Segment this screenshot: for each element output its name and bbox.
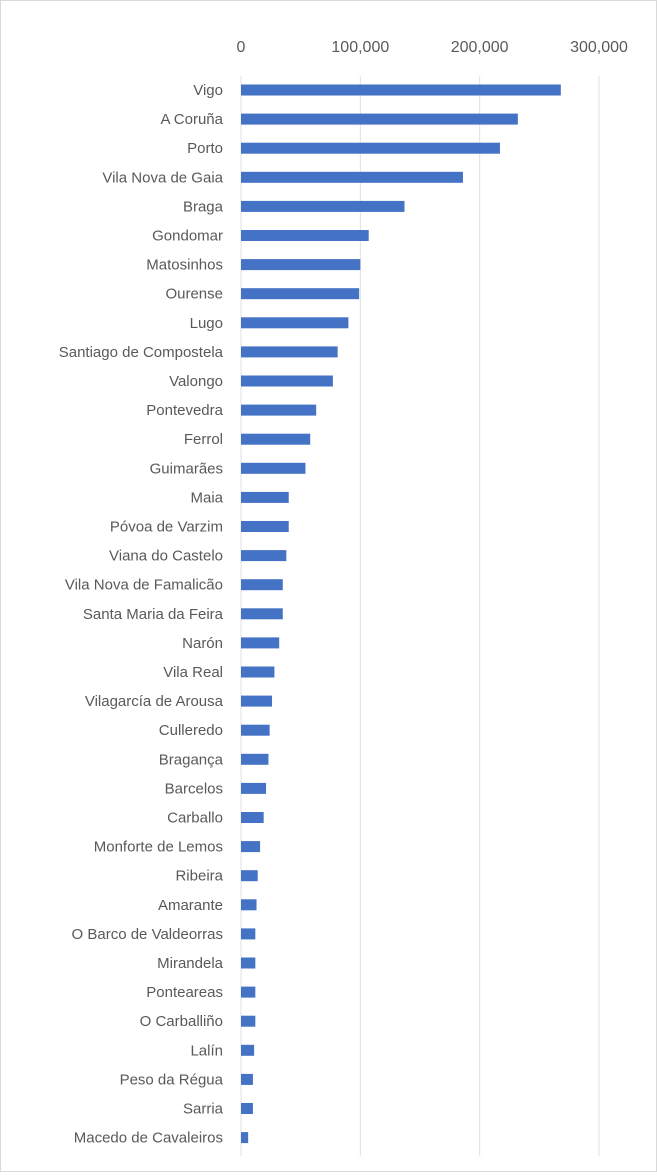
bar	[241, 724, 270, 736]
x-tick-label: 200,000	[451, 39, 509, 56]
category-label: Vila Nova de Famalicão	[65, 577, 223, 594]
bar	[241, 870, 258, 882]
category-label: Vigo	[193, 82, 223, 99]
bars	[241, 84, 561, 1144]
bar	[241, 113, 518, 125]
category-label: Bragança	[159, 751, 224, 768]
bar	[241, 84, 561, 96]
bar	[241, 986, 256, 998]
category-label: Sarria	[183, 1101, 224, 1118]
bar	[241, 608, 283, 620]
category-label: Ourense	[165, 286, 223, 303]
category-label: Porto	[187, 140, 223, 157]
bar	[241, 521, 289, 532]
category-label: Culleredo	[159, 722, 223, 739]
x-tick-label: 300,000	[570, 39, 628, 56]
category-label: Carballo	[167, 810, 223, 827]
category-label: Lugo	[190, 315, 223, 332]
bar	[241, 433, 311, 445]
bar	[241, 666, 275, 678]
bar	[241, 375, 333, 387]
bar	[241, 695, 273, 707]
category-label: Amarante	[158, 897, 223, 914]
category-label: A Coruña	[160, 111, 223, 128]
category-label: Lalín	[190, 1042, 223, 1059]
bar	[241, 1103, 253, 1114]
category-labels: Vigo A Coruña Porto Vila Nova de Gaia Braga G…	[59, 82, 224, 1147]
category-label: Barcelos	[165, 780, 223, 797]
category-label: Vila Nova de Gaia	[102, 169, 223, 186]
category-label: Narón	[182, 635, 223, 652]
bar	[241, 404, 317, 416]
category-label: Santa Maria da Feira	[83, 606, 224, 623]
bar	[241, 637, 280, 649]
bar	[241, 753, 269, 765]
category-label: Vila Real	[163, 664, 223, 681]
bar	[241, 462, 306, 474]
bar	[241, 579, 283, 591]
bar	[241, 1132, 249, 1144]
bar	[241, 171, 463, 183]
category-label: Guimarães	[150, 460, 223, 477]
bar	[241, 812, 264, 823]
category-label: Ponteareas	[146, 984, 223, 1001]
x-axis-tick-labels: 0 100,000 200,000 300,000	[237, 39, 628, 56]
bar	[241, 957, 256, 969]
bar	[241, 200, 405, 212]
bar	[241, 230, 369, 241]
bar	[241, 1044, 255, 1056]
bar	[241, 317, 349, 329]
bar	[241, 142, 500, 154]
category-label: Monforte de Lemos	[94, 839, 223, 856]
category-label: Vilagarcía de Arousa	[85, 693, 224, 710]
bar	[241, 491, 289, 503]
bar	[241, 346, 338, 358]
bar	[241, 288, 360, 300]
category-label: Maia	[190, 489, 223, 506]
category-label: Ferrol	[184, 431, 223, 448]
category-label: Mirandela	[157, 955, 224, 972]
x-tick-label: 100,000	[331, 39, 389, 56]
category-label: Pontevedra	[146, 402, 223, 419]
bar	[241, 259, 361, 271]
category-label: O Barco de Valdeorras	[72, 926, 223, 943]
category-label: Viana do Castelo	[109, 548, 223, 565]
bar	[241, 1015, 256, 1027]
x-tick-label: 0	[237, 39, 246, 56]
bar	[241, 782, 267, 794]
bar	[241, 550, 287, 562]
category-label: O Carballiño	[140, 1013, 223, 1030]
category-label: Matosinhos	[146, 257, 223, 274]
category-label: Valongo	[169, 373, 223, 390]
category-label: Macedo de Cavaleiros	[74, 1130, 223, 1147]
bar	[241, 841, 261, 853]
category-label: Ribeira	[175, 868, 223, 885]
bar	[241, 899, 257, 911]
category-label: Santiago de Compostela	[59, 344, 224, 361]
category-label: Póvoa de Varzim	[110, 519, 223, 536]
category-label: Gondomar	[152, 228, 223, 245]
bar	[241, 928, 256, 940]
category-label: Braga	[183, 198, 224, 215]
bar	[241, 1073, 253, 1085]
category-label: Peso da Régua	[120, 1071, 224, 1088]
